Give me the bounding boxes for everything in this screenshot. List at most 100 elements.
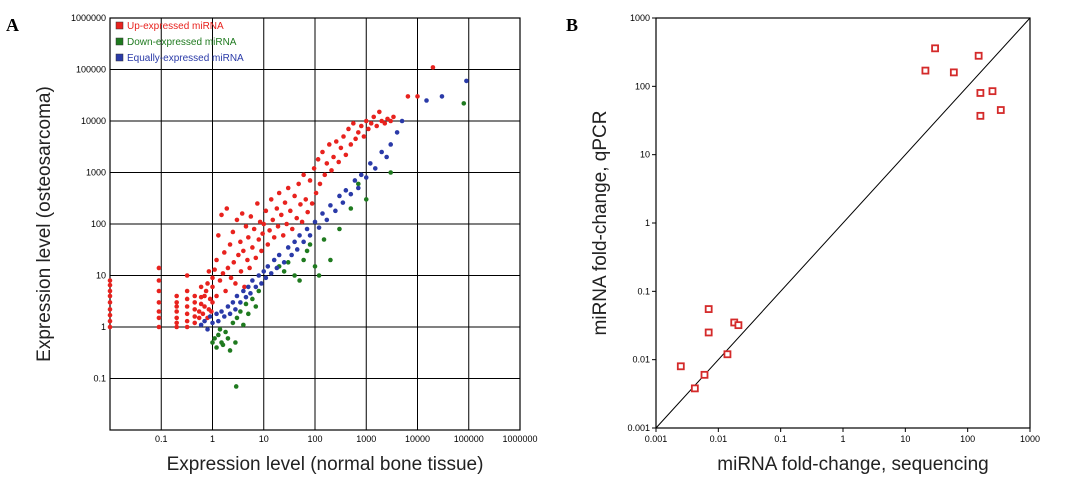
data-point-up (238, 239, 243, 245)
data-point-equal (202, 318, 207, 324)
data-point-up (192, 293, 198, 299)
data-point-up (156, 288, 162, 294)
data-point-down (233, 340, 238, 345)
data-point-up (174, 315, 179, 321)
data-point-equal (207, 314, 213, 319)
data-point-equal (246, 284, 251, 290)
data-point-up (192, 300, 198, 305)
data-point-up (219, 212, 224, 218)
data-point-up (220, 271, 226, 276)
data-point-up (358, 123, 364, 129)
data-point (723, 350, 732, 359)
legend-swatch (115, 37, 124, 46)
data-point-equal (205, 327, 210, 332)
data-point-equal (312, 219, 318, 225)
data-point-down (214, 345, 219, 350)
data-point-down (223, 329, 228, 335)
data-point-up (278, 212, 284, 218)
data-point-equal (307, 233, 313, 238)
data-point-equal (219, 309, 224, 314)
data-point-up (230, 229, 236, 235)
data-point-up (184, 296, 190, 302)
data-point-up (292, 193, 297, 199)
legend-label: Equally-expressed miRNA (127, 53, 244, 64)
data-point-equal (233, 307, 238, 312)
data-point-equal (234, 293, 240, 299)
data-point-equal (352, 178, 358, 183)
data-point-up (317, 181, 323, 187)
y-tick-label: 0.1 (93, 374, 106, 384)
data-point-up (196, 315, 202, 321)
data-point-up (239, 211, 245, 216)
data-point-equal (268, 271, 274, 276)
data-point-up (271, 235, 277, 240)
data-point-up (156, 315, 162, 321)
data-point-up (338, 145, 344, 151)
data-point-up (107, 278, 113, 283)
data-point-up (222, 250, 227, 255)
data-point-equal (222, 314, 227, 319)
data-point-equal (424, 98, 429, 103)
data-point-up (329, 168, 334, 173)
data-point-up (379, 118, 384, 124)
data-point-up (184, 324, 190, 330)
data-point-up (288, 208, 293, 214)
data-point (704, 305, 713, 313)
data-point-up (326, 142, 332, 147)
data-point-equal (289, 252, 294, 258)
data-point-down (250, 296, 255, 302)
data-point-equal (214, 311, 219, 317)
data-point-down (256, 288, 262, 294)
data-point-equal (243, 294, 249, 300)
y-tick-label: 10 (96, 271, 106, 281)
data-point-down (246, 311, 251, 317)
x-tick-label: 10 (259, 434, 269, 444)
data-point-up (238, 269, 244, 274)
data-point-down (337, 226, 342, 232)
y-tick-label: 100 (91, 219, 106, 229)
data-point-up (209, 309, 214, 314)
data-point-up (107, 293, 113, 299)
data-point-up (247, 265, 252, 271)
data-point-up (320, 149, 325, 155)
data-point-equal (248, 291, 253, 296)
data-point-up (248, 214, 254, 219)
data-point-up (351, 121, 356, 126)
x-tick-label: 0.01 (710, 434, 728, 444)
data-point (734, 321, 743, 330)
y-tick-label: 1 (101, 322, 106, 332)
data-point-equal (276, 252, 282, 258)
data-point-equal (285, 245, 291, 250)
data-point-up (198, 284, 204, 290)
y-axis-label: miRNA fold-change, qPCR (590, 111, 611, 336)
data-point-down (230, 320, 236, 326)
data-point-down (312, 264, 318, 269)
data-point-up (174, 309, 179, 314)
data-point-up (276, 190, 282, 196)
data-point-equal (227, 311, 233, 317)
data-point-up (156, 324, 162, 330)
data-point-up (231, 260, 237, 265)
data-point-down (225, 336, 231, 341)
data-point-up (313, 190, 319, 196)
data-point-up (250, 245, 255, 250)
data-point-up (174, 300, 179, 305)
x-tick-label: 10000 (405, 434, 430, 444)
data-point-equal (439, 94, 445, 99)
data-point-up (107, 300, 113, 305)
data-point-up (156, 300, 162, 305)
data-point-equal (261, 269, 267, 274)
data-point-up (216, 233, 221, 238)
chart-a: 0.1 1 10 100 1000 10000 100000 1000000 0.1 1 10 100… (34, 13, 538, 475)
data-point-equal (253, 284, 259, 290)
data-point-up (270, 217, 276, 223)
y-tick-label: 1 (645, 218, 650, 228)
data-point-up (259, 248, 264, 254)
data-point-down (233, 384, 239, 389)
data-point-up (289, 226, 295, 232)
data-point-up (346, 126, 351, 132)
data-point-up (343, 152, 349, 158)
data-point-equal (394, 130, 400, 135)
data-point-equal (216, 318, 221, 324)
data-point-up (192, 314, 198, 319)
